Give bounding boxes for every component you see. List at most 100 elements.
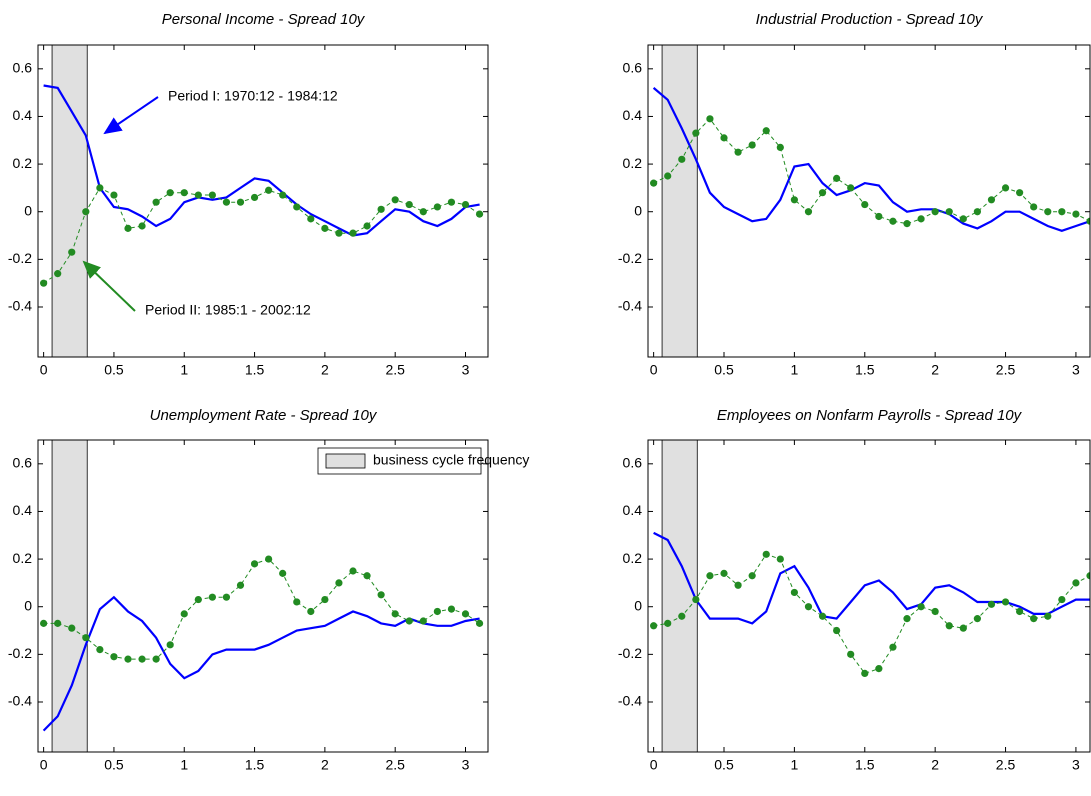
series-dot [959,215,967,223]
series-dot [903,615,911,623]
shade-band [51,439,88,753]
plot-area [40,555,484,732]
x-tick-label: 2 [931,757,939,773]
series-dot [307,607,315,616]
y-tick-label: -0.4 [618,298,642,314]
x-tick-label: 2 [321,757,329,773]
series-dot [138,655,146,663]
series-dot [1001,184,1010,192]
y-tick-label: 0.4 [623,502,643,518]
series-dot [945,622,953,630]
series-dot [931,208,939,216]
y-tick-label: 0 [24,202,32,218]
series-dot [250,193,259,202]
legend-box [317,447,482,475]
series-dot [293,598,301,606]
series-dot [391,610,399,618]
x-tick-label: 1 [790,362,798,378]
series-dot [68,248,76,256]
legend-label: business cycle frequency [373,452,529,468]
x-tick-label: 3 [1072,757,1080,773]
series-line [43,187,480,284]
shade-band [51,44,88,358]
series-dot [790,588,798,597]
series-dot [236,198,245,206]
series-dot [180,189,188,197]
series-dot [1058,208,1066,216]
panel: Unemployment Rate - Spread 10y 0 0.5 1 1.5 2 2… [8,407,530,773]
y-tick-label: -0.2 [8,645,32,661]
series-dot [1016,189,1024,197]
x-tick-label: 1.5 [245,757,265,773]
x-tick-label: 0.5 [104,362,124,378]
series-dot [818,189,827,197]
series-line [652,87,1090,232]
x-tick-label: 1.5 [855,362,875,378]
y-tick-label: 0.6 [13,60,33,76]
series-line [653,531,1090,625]
annotation: Period II: 1985:1 - 2002:12 [145,302,311,318]
y-tick-label: 0.2 [623,550,643,566]
series-dot [706,572,714,580]
y-tick-label: 0 [634,202,642,218]
y-tick-label: 0.2 [13,550,33,566]
series-dot [194,595,202,604]
series-dot [166,189,174,197]
series-dot [692,595,700,604]
series-dot [405,200,413,209]
x-tick-label: 2.5 [385,757,405,773]
y-tick-label: -0.4 [8,693,32,709]
series-dot [1044,612,1052,620]
series-line [43,84,480,237]
x-tick-label: 2 [321,362,329,378]
series-dot [664,172,672,180]
series-dot [180,610,188,618]
series-dot [321,224,329,232]
chart-title: Employees on Nonfarm Payrolls - Spread 1… [717,407,1023,424]
series-dot [706,115,714,123]
series-dot [293,203,301,211]
x-tick-label: 3 [462,362,470,378]
x-tick-label: 3 [1072,362,1080,378]
series-dot [1072,210,1080,218]
panel: Personal Income - Spread 10y 0 0.5 1 1.5 2 2.5… [8,11,489,378]
x-tick-label: 1.5 [245,362,265,378]
x-tick-label: 1.5 [855,757,875,773]
plot-frame [37,44,489,358]
annotation-arrow [82,260,136,312]
series-dot [917,215,925,223]
series-dot [54,619,62,627]
y-tick-label: -0.2 [8,250,32,266]
series-dot [194,191,202,199]
legend-swatch [325,453,366,469]
series-dot [734,581,742,589]
plot-area [650,87,1090,232]
y-tick-label: 0.4 [623,107,643,123]
series-dot [363,572,371,580]
series-dot [664,619,672,627]
series-dot [447,198,456,206]
series-line [653,553,1090,674]
series-dot [208,593,216,601]
annotation-arrow [103,96,159,135]
series-dot [650,179,658,187]
series-dot [265,555,273,563]
series-dot [804,208,813,216]
plot-frame [647,44,1091,358]
series-dot [847,184,855,192]
series-dot [475,619,484,627]
series-dot [124,655,132,663]
y-tick-label: 0.4 [13,107,33,123]
series-dot [720,569,728,577]
y-tick-label: 0.6 [13,455,33,471]
series-dot [818,612,827,620]
series-dot [720,134,728,142]
series-dot [804,603,813,611]
series-dot [734,148,742,156]
series-dot [68,624,76,632]
series-dot [152,655,160,663]
series-line [653,118,1090,225]
series-dot [82,208,90,216]
series-line [43,558,480,660]
